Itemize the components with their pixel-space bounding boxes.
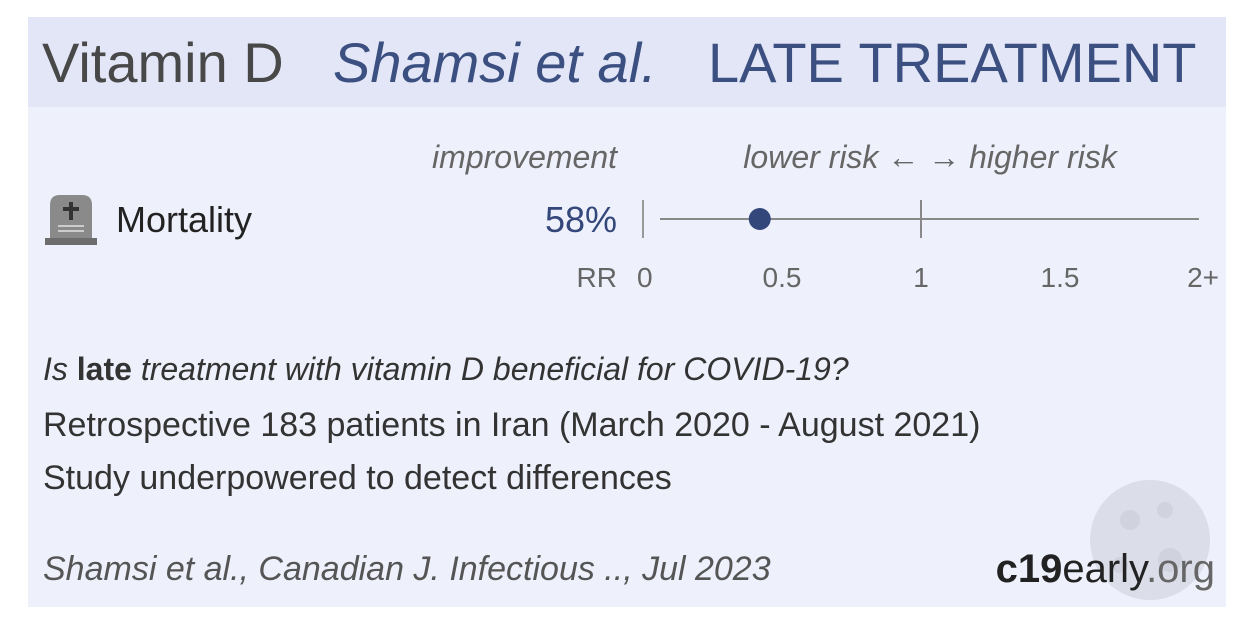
- summary-line: Retrospective 183 patients in Iran (Marc…: [43, 406, 980, 444]
- virus-decoration: [1090, 480, 1210, 600]
- question-text: treatment with vitamin D beneficial for …: [132, 351, 849, 387]
- row-label: Mortality: [116, 199, 252, 240]
- axis-label: RR: [577, 262, 617, 293]
- brand-part: early: [1062, 547, 1149, 591]
- question-bold: late: [77, 351, 132, 387]
- brand-part: c19: [996, 547, 1063, 591]
- x-tick-label: 1.5: [1041, 262, 1080, 293]
- improvement-header: improvement: [432, 139, 618, 175]
- authors: Shamsi et al.: [333, 31, 657, 94]
- point: [748, 208, 771, 230]
- plot: RR 0 0.5 1 1.5 2+ Mortality 58%: [116, 199, 1219, 293]
- x-tick-label: 2+: [1187, 262, 1219, 293]
- brand: c19early.org: [996, 547, 1215, 591]
- header-bg: [28, 17, 1226, 107]
- summary-line: Study underpowered to detect differences: [43, 459, 672, 497]
- citation: Shamsi et al., Canadian J. Infectious ..…: [43, 550, 771, 588]
- topic: Vitamin D: [42, 31, 284, 94]
- improvement-label: 58%: [545, 199, 617, 240]
- card-bg: [28, 17, 1226, 607]
- title: Vitamin D Shamsi et al. LATE TREATMENT: [42, 31, 1197, 94]
- stage: LATE TREATMENT: [708, 31, 1197, 94]
- direction-header: lower risk ← → higher risk: [743, 139, 1118, 175]
- brand-part: .org: [1146, 547, 1215, 591]
- x-tick-label: 0.5: [763, 262, 802, 293]
- x-tick-label: 0: [637, 262, 653, 293]
- question-text: Is: [43, 351, 77, 387]
- x-tick-label: 1: [913, 262, 929, 293]
- grave-icon: [45, 195, 97, 245]
- question: Is late treatment with vitamin D benefic…: [43, 351, 849, 387]
